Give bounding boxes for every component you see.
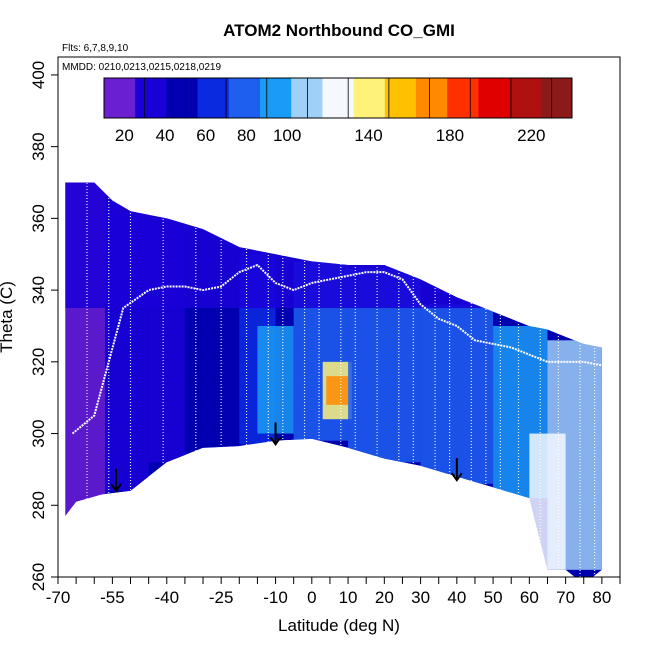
x-axis: -70 -55 -40 -25 -10 0 10 20 30 40 50 60 70 80 (46, 577, 621, 607)
x-tick-label: 10 (339, 588, 358, 607)
x-tick-label: 0 (307, 588, 316, 607)
y-tick-label: 280 (29, 491, 48, 519)
x-tick-label: -55 (100, 588, 125, 607)
x-tick-label: 80 (592, 588, 611, 607)
y-tick-label: 360 (29, 204, 48, 232)
colorbar-tick-label: 80 (237, 126, 256, 145)
colorbar-cell (228, 78, 261, 118)
chart-title: ATOM2 Northbound CO_GMI (223, 21, 455, 40)
y-tick-label: 320 (29, 348, 48, 376)
colorbar-cell (322, 78, 355, 118)
arrows-layer (110, 422, 463, 493)
colorbar-cell (540, 78, 573, 118)
arrow-head (451, 472, 463, 482)
x-tick-label: 70 (556, 588, 575, 607)
y-tick-label: 260 (29, 563, 48, 591)
heatmap-region (257, 325, 294, 434)
x-tick-label: -25 (209, 588, 234, 607)
x-tick-label: 50 (484, 588, 503, 607)
y-tick-label: 300 (29, 419, 48, 447)
arrow-marker (451, 458, 463, 482)
tropopause-line (71, 263, 603, 435)
x-tick-label: -10 (263, 588, 288, 607)
colorbar-cell (478, 78, 511, 118)
colorbar: 20 40 60 80 100 140 180 220 (103, 77, 573, 145)
colorbar-cell (166, 78, 199, 118)
arrow-marker (110, 468, 122, 493)
colorbar-cell (447, 78, 479, 118)
flights-note: Flts: 6,7,8,9,10 (62, 43, 129, 54)
y-axis-label: Theta (C) (0, 281, 16, 353)
x-tick-label: 40 (447, 588, 466, 607)
colorbar-tick-label: 20 (115, 126, 134, 145)
heatmap-regions (65, 182, 602, 577)
colorbar-tick-label: 100 (273, 126, 301, 145)
data-layer (65, 182, 603, 577)
colorbar-cell (197, 78, 230, 118)
colorbar-cell (291, 78, 323, 118)
y-tick-label: 380 (29, 132, 48, 160)
x-tick-label: -40 (154, 588, 179, 607)
colorbar-tick-label: 60 (196, 126, 215, 145)
colorbar-tick-label: 180 (436, 126, 464, 145)
dates-note: MMDD: 0210,0213,0215,0218,0219 (62, 62, 221, 73)
colorbar-tick-label: 40 (156, 126, 175, 145)
y-tick-label: 400 (29, 61, 48, 89)
arrow-head (269, 436, 282, 447)
colorbar-cell (384, 78, 417, 118)
arrow-marker (269, 422, 282, 447)
x-tick-label: -70 (46, 588, 71, 607)
y-axis: 260 280 300 320 340 360 380 400 (29, 61, 58, 591)
heatmap-region (326, 376, 349, 405)
x-tick-label: 20 (375, 588, 394, 607)
x-tick-label: 60 (520, 588, 539, 607)
colorbar-cell (353, 78, 386, 118)
colorbar-tick-label: 220 (517, 126, 545, 145)
colorbar-cell (104, 78, 136, 118)
heatmap-region (420, 304, 494, 484)
heatmap-region (65, 182, 602, 309)
x-axis-label: Latitude (deg N) (278, 616, 400, 635)
arrow-head (110, 483, 122, 493)
colorbar-tick-label: 140 (354, 126, 382, 145)
y-tick-label: 340 (29, 276, 48, 304)
colorbar-cell (416, 78, 448, 118)
colorbar-cell (260, 78, 292, 118)
x-tick-label: 30 (411, 588, 430, 607)
plot-frame (57, 56, 621, 578)
colorbar-cell (509, 78, 542, 118)
heatmap-region (529, 433, 566, 570)
colorbar-cell (135, 78, 167, 118)
